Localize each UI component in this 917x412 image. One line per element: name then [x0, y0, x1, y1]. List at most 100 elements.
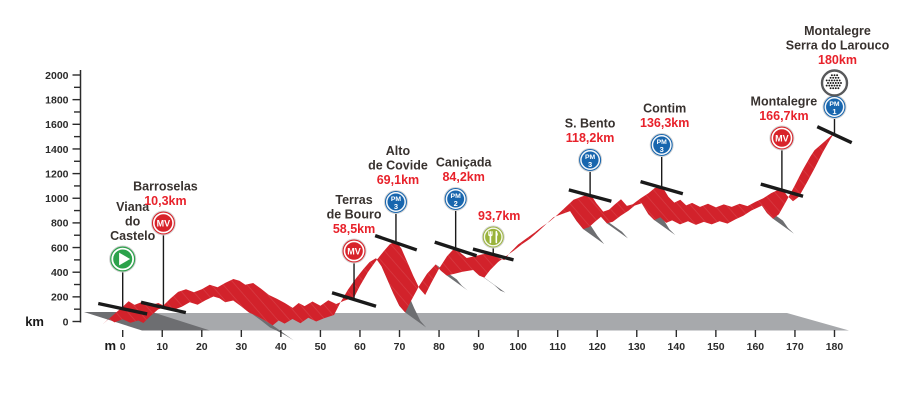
pm-badge-level: 1 [832, 107, 836, 116]
play-icon [119, 252, 131, 266]
mv-badge-text: MV [157, 218, 171, 228]
marker-name: Terras [335, 193, 372, 207]
markers: CastelodoVianaMV10,3kmBarroselasMV58,5km… [97, 24, 890, 316]
y-tick-label: 1000 [45, 193, 69, 205]
marker-name: Castelo [110, 229, 156, 243]
marker-name: Montalegre [751, 95, 818, 109]
start-badge-ring [111, 247, 134, 271]
summit-bar [816, 125, 853, 145]
x-tick-label: 0 [120, 341, 126, 353]
y-tick-label: 600 [51, 242, 69, 254]
marker-distance: 69,1km [377, 173, 419, 187]
marker-name: Viana [116, 200, 150, 214]
ground-shadow-band [88, 313, 849, 331]
x-tick-label: 130 [628, 341, 646, 353]
x-tick-label: 30 [235, 341, 247, 353]
marker-distance: 118,2km [566, 131, 615, 145]
marker-name: Montalegre [804, 24, 871, 38]
marker-name: Barroselas [133, 180, 198, 194]
y-axis-unit-label: km [25, 314, 44, 329]
x-tick-label: 90 [473, 341, 485, 353]
mv-badge-ring [771, 127, 793, 149]
summit-bar [434, 240, 478, 258]
marker-distance: 10,3km [144, 194, 186, 208]
y-tick-label: 800 [51, 218, 69, 230]
pm-badge-level: 3 [660, 145, 664, 154]
x-tick-label: 180 [826, 341, 844, 353]
pm-badge-level: 3 [394, 202, 398, 211]
summit-bar [97, 301, 148, 316]
pm-badge [649, 133, 674, 157]
mv-badge [769, 125, 795, 151]
y-tick-label: 1800 [45, 94, 69, 106]
summit-bar [374, 234, 418, 252]
x-tick-label: 80 [433, 341, 445, 353]
pm-badge-ring [445, 189, 466, 209]
feed-badge-ring [483, 227, 503, 247]
mv-badge-ring [343, 240, 365, 262]
marker-distance: 180km [818, 53, 857, 67]
marker-name: Alto [386, 144, 411, 158]
pm-badge [383, 190, 408, 214]
x-tick-label: 150 [707, 341, 725, 353]
x-tick-label: 50 [315, 341, 327, 353]
marker-name: de Covide [368, 159, 428, 173]
y-tick-label: 0 [63, 316, 69, 328]
elevation-ribbon-texture [102, 132, 835, 326]
marker-name: Contim [643, 102, 686, 116]
mv-badge [150, 210, 176, 236]
x-tick-label: 20 [196, 341, 208, 353]
x-tick-label: 160 [747, 341, 765, 353]
x-axis-unit-label: m [104, 338, 116, 353]
marker-distance: 93,7km [478, 209, 520, 223]
pm-badge-text: PM [829, 101, 840, 108]
y-tick-label: 1200 [45, 168, 69, 180]
fork-knife-icon [488, 230, 498, 244]
x-tick-label: 100 [509, 341, 527, 353]
x-tick-label: 60 [354, 341, 366, 353]
y-tick-label: 2000 [45, 70, 69, 82]
marker-name: S. Bento [565, 117, 616, 131]
y-tick-label: 1600 [45, 119, 69, 131]
y-tick-label: 400 [51, 267, 69, 279]
marker-distance: 136,3km [640, 116, 689, 130]
summit-bar [640, 179, 684, 196]
descent-shadow [233, 300, 294, 341]
summit-bar [760, 182, 804, 198]
x-tick-label: 170 [786, 341, 804, 353]
pm-badge-ring [651, 135, 672, 155]
pm-badge-text: PM [451, 193, 462, 200]
finish-flag-badge [820, 69, 849, 97]
x-tick-label: 140 [668, 341, 686, 353]
pm-badge-text: PM [585, 154, 596, 161]
marker-name: Serra do Larouco [786, 39, 890, 53]
marker-name: de Bouro [327, 208, 382, 222]
pm-badge-ring [385, 192, 406, 212]
pm-badge-level: 3 [588, 160, 592, 169]
pm-badge-text: PM [657, 139, 668, 146]
mv-badge-text: MV [775, 133, 789, 143]
mv-badge [341, 238, 367, 264]
summit-bar [568, 188, 612, 203]
y-tick-label: 200 [51, 292, 69, 304]
checkered-dots [825, 74, 842, 90]
pm-badge-text: PM [391, 196, 402, 203]
mv-badge-ring [153, 212, 174, 234]
marker-distance: 84,2km [442, 170, 484, 184]
summit-bar [472, 247, 514, 262]
x-tick-label: 120 [588, 341, 606, 353]
x-tick-label: 110 [549, 341, 566, 353]
marker-feed: 93,7km [472, 209, 520, 262]
pm-badge-ring [580, 150, 601, 170]
pm-badge [578, 148, 603, 172]
y-tick-label: 1400 [45, 144, 69, 156]
x-tick-label: 70 [394, 341, 406, 353]
